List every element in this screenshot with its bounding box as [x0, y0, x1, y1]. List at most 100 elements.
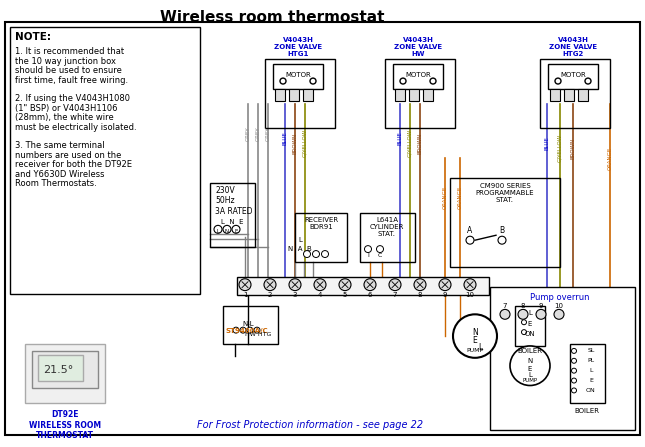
Text: 5: 5 [342, 291, 347, 298]
Text: L: L [217, 229, 219, 234]
Circle shape [536, 309, 546, 319]
Bar [540, 59, 610, 128]
Text: E: E [234, 229, 238, 234]
Text: NOTE:: NOTE: [15, 32, 51, 42]
Text: BROWN: BROWN [417, 133, 422, 154]
Text: PUMP: PUMP [466, 348, 484, 354]
Text: G/YELLOW: G/YELLOW [408, 129, 413, 157]
Circle shape [500, 309, 510, 319]
Text: L: L [298, 237, 302, 243]
Text: ORANGE: ORANGE [457, 186, 462, 209]
Text: MOTOR: MOTOR [285, 72, 311, 78]
Circle shape [555, 78, 561, 84]
Text: (28mm), the white wire: (28mm), the white wire [15, 113, 114, 122]
Text: PL: PL [588, 358, 595, 363]
Text: GREY: GREY [246, 126, 250, 141]
Bar [295, 212, 347, 262]
Text: GREY: GREY [255, 126, 261, 141]
Text: 10: 10 [466, 291, 475, 298]
Text: N  A  B: N A B [288, 246, 312, 252]
Text: Pump overrun: Pump overrun [530, 293, 590, 302]
Text: receiver for both the DT92E: receiver for both the DT92E [15, 160, 132, 169]
Bar [210, 183, 255, 247]
Bar [490, 287, 635, 430]
Text: should be used to ensure: should be used to ensure [15, 66, 122, 75]
Bar [265, 59, 335, 128]
Text: E: E [589, 378, 593, 383]
Circle shape [453, 314, 497, 358]
Text: BOILER: BOILER [575, 408, 599, 414]
Circle shape [232, 225, 240, 233]
Text: B: B [499, 226, 504, 235]
Bar [570, 344, 605, 403]
Circle shape [414, 279, 426, 291]
Text: V4043H
ZONE VALVE
HTG2: V4043H ZONE VALVE HTG2 [549, 38, 597, 57]
Circle shape [522, 329, 526, 335]
Text: E: E [528, 366, 532, 372]
Text: must be electrically isolated.: must be electrically isolated. [15, 122, 137, 131]
Circle shape [464, 279, 476, 291]
Text: V4043H
ZONE VALVE
HW: V4043H ZONE VALVE HW [394, 38, 442, 57]
Text: E: E [528, 321, 532, 327]
Circle shape [264, 279, 276, 291]
Text: BOILER: BOILER [517, 348, 542, 354]
Text: L: L [528, 310, 532, 316]
Bar [564, 89, 574, 101]
Circle shape [510, 346, 550, 385]
Text: RECEIVER
BDR91: RECEIVER BDR91 [304, 217, 338, 231]
Text: HW HTG: HW HTG [245, 332, 271, 337]
Text: 2: 2 [268, 291, 272, 298]
Circle shape [233, 327, 239, 333]
Bar [395, 89, 405, 101]
Text: For Frost Protection information - see page 22: For Frost Protection information - see p… [197, 420, 423, 430]
Text: 9: 9 [442, 291, 447, 298]
Bar [385, 59, 455, 128]
Circle shape [312, 251, 319, 257]
Text: ORANGE: ORANGE [442, 186, 448, 209]
Circle shape [430, 78, 436, 84]
Circle shape [522, 320, 526, 325]
Text: L: L [590, 368, 593, 373]
Circle shape [280, 78, 286, 84]
Circle shape [554, 309, 564, 319]
Text: Room Thermostats.: Room Thermostats. [15, 179, 97, 188]
Text: GREY: GREY [266, 126, 270, 141]
Text: and Y6630D Wireless: and Y6630D Wireless [15, 169, 104, 178]
Text: MOTOR: MOTOR [560, 72, 586, 78]
Text: SL: SL [588, 348, 595, 354]
Circle shape [571, 348, 577, 354]
Text: Wireless room thermostat: Wireless room thermostat [160, 10, 384, 25]
Bar [423, 89, 433, 101]
Text: C: C [378, 253, 382, 257]
Text: V4043H
ZONE VALVE
HTG1: V4043H ZONE VALVE HTG1 [274, 38, 322, 57]
Text: PUMP: PUMP [522, 378, 537, 383]
Text: (1" BSP) or V4043H1106: (1" BSP) or V4043H1106 [15, 104, 117, 113]
Circle shape [571, 368, 577, 373]
Text: CM900 SERIES
PROGRAMMABLE
STAT.: CM900 SERIES PROGRAMMABLE STAT. [476, 183, 534, 203]
Circle shape [439, 279, 451, 291]
Bar [223, 307, 278, 344]
Circle shape [518, 309, 528, 319]
Text: ON: ON [524, 331, 535, 337]
Text: first time, fault free wiring.: first time, fault free wiring. [15, 76, 128, 84]
Circle shape [571, 378, 577, 383]
Text: 3. The same terminal: 3. The same terminal [15, 141, 104, 150]
Text: 3: 3 [293, 291, 297, 298]
Circle shape [364, 246, 372, 253]
Text: 2. If using the V4043H1080: 2. If using the V4043H1080 [15, 94, 130, 103]
Text: L641A
CYLINDER
STAT.: L641A CYLINDER STAT. [370, 217, 404, 237]
Text: L: L [478, 343, 482, 352]
Circle shape [239, 279, 251, 291]
Bar [548, 64, 598, 89]
Circle shape [389, 279, 401, 291]
Circle shape [289, 279, 301, 291]
Bar [409, 89, 419, 101]
Text: 8: 8 [418, 291, 422, 298]
Text: numbers are used on the: numbers are used on the [15, 151, 121, 160]
Text: BLUE: BLUE [283, 131, 288, 145]
Bar [289, 89, 299, 101]
Text: N-L: N-L [242, 321, 254, 327]
Bar [393, 64, 443, 89]
Circle shape [377, 246, 384, 253]
Text: 1: 1 [243, 291, 247, 298]
